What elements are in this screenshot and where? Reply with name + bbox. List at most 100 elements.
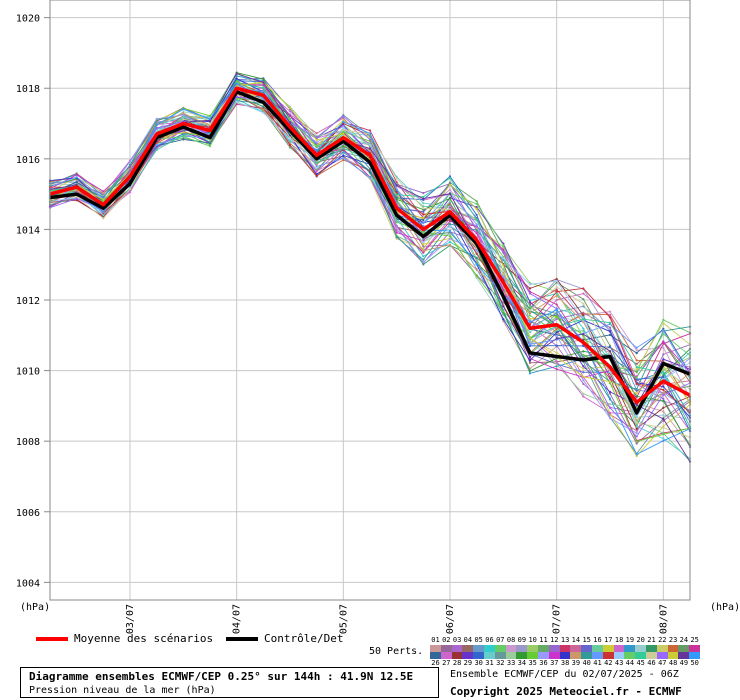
member-color-swatch [494, 652, 506, 659]
perturbation-point [555, 279, 558, 282]
member-color-swatch [613, 652, 625, 659]
perturbation-point [422, 222, 425, 225]
y-tick-label: 1006 [16, 508, 40, 519]
perturbation-point [662, 406, 665, 409]
perturbation-point [235, 82, 238, 86]
x-tick-label: 08/07 [658, 604, 669, 634]
perturbation-point [662, 329, 665, 332]
perturbation-point [635, 371, 638, 374]
perturbation-point [608, 403, 612, 406]
member-color-swatch [624, 652, 636, 659]
member-number: 47 [658, 659, 667, 667]
ensemble-chart: 1004 1006 1008 1010 1012 1014 1016 1018 1020 03/… [16, 0, 740, 634]
member-color-swatch [548, 652, 560, 659]
perturbation-point [662, 393, 665, 396]
perturbation-point [555, 351, 558, 354]
chart-grid [44, 0, 690, 600]
member-number: 21 [647, 636, 656, 644]
control-line [49, 90, 691, 415]
perturbation-point [395, 193, 398, 196]
perturbation-point [342, 120, 345, 123]
perturbation-point [662, 388, 665, 392]
perturbation-point [555, 363, 558, 366]
perturbation-point [368, 147, 372, 150]
perturbation-point [555, 298, 558, 302]
x-tick-labels: 03/07 04/07 05/07 06/07 07/07 08/07 [125, 604, 669, 634]
perturbation-point [422, 197, 425, 200]
member-number: 32 [496, 659, 505, 667]
perturbation-point [555, 337, 558, 340]
member-number: 31 [485, 659, 494, 667]
perturbation-point [448, 175, 452, 178]
perturbation-point [502, 305, 505, 308]
member-color-swatch [656, 645, 668, 652]
perturbation-point [368, 138, 372, 141]
perturbation-point [582, 382, 585, 385]
perturbation-point [262, 81, 265, 84]
perturbation-point [555, 334, 558, 338]
member-number: 08 [506, 636, 516, 644]
member-number: 10 [528, 636, 537, 644]
perturbation-point [208, 141, 212, 144]
member-number: 30 [474, 659, 483, 667]
perturbation-point [635, 432, 638, 435]
member-number: 04 [463, 636, 473, 644]
perturbation-point [155, 123, 158, 127]
perturbation-point [582, 371, 585, 374]
perturbation-point [182, 116, 185, 119]
perturbation-point [475, 229, 478, 232]
perturbation-point [422, 249, 425, 252]
perturbation-point [75, 176, 78, 179]
perturbation-point [155, 126, 158, 130]
member-number: 06 [485, 636, 494, 644]
perturbation-point [395, 184, 398, 187]
perturbation-point [102, 217, 105, 220]
perturbation-point [422, 255, 425, 258]
perturbation-point [235, 75, 238, 78]
member-number: 38 [560, 659, 570, 667]
perturbation-point [262, 86, 265, 90]
perturbation-point [182, 113, 185, 116]
perturbation-point [155, 148, 158, 152]
perturbation-point [182, 134, 185, 137]
member-number: 15 [582, 636, 591, 644]
perturbation-point [422, 202, 425, 205]
member-color-swatch [678, 645, 690, 652]
chart-title: Diagramme ensembles ECMWF/CEP 0.25° sur … [29, 670, 414, 683]
perturbation-point [395, 177, 398, 180]
perturbation-point [262, 111, 265, 114]
perturbation-point [262, 105, 265, 108]
perturbation-point [528, 312, 532, 315]
perturbation-point [102, 198, 105, 201]
perturbation-point [635, 368, 638, 371]
member-number: 50 [690, 659, 699, 667]
perturbation-point [475, 206, 478, 209]
perturbation-point [262, 90, 265, 93]
perturbation-point [448, 177, 452, 180]
perturbation-point [475, 252, 478, 255]
member-color-swatch [430, 645, 441, 652]
perturbation-point [662, 353, 665, 356]
perturbation-point [475, 200, 478, 203]
perturbation-point [635, 346, 638, 349]
perturbation-point [555, 288, 558, 291]
perturbation-point [502, 288, 505, 291]
perturbation-point [608, 316, 612, 319]
perturbation-line [49, 72, 691, 446]
perturbation-point [368, 176, 372, 179]
member-color-swatch [656, 652, 668, 659]
perturbation-point [528, 343, 532, 346]
member-color-swatch [646, 652, 657, 659]
perturbation-point [608, 345, 612, 349]
perturbation-point [662, 392, 665, 395]
perturbation-point [582, 305, 585, 308]
perturbation-point [528, 339, 532, 342]
perturbation-point [182, 138, 185, 141]
perturbation-point [528, 336, 532, 339]
perturbation-point [662, 340, 665, 343]
perturbation-point [502, 269, 505, 272]
perturbation-point [75, 180, 78, 184]
perturbation-point [475, 218, 478, 221]
perturbation-point [582, 350, 585, 353]
perturbation-point [315, 141, 318, 144]
